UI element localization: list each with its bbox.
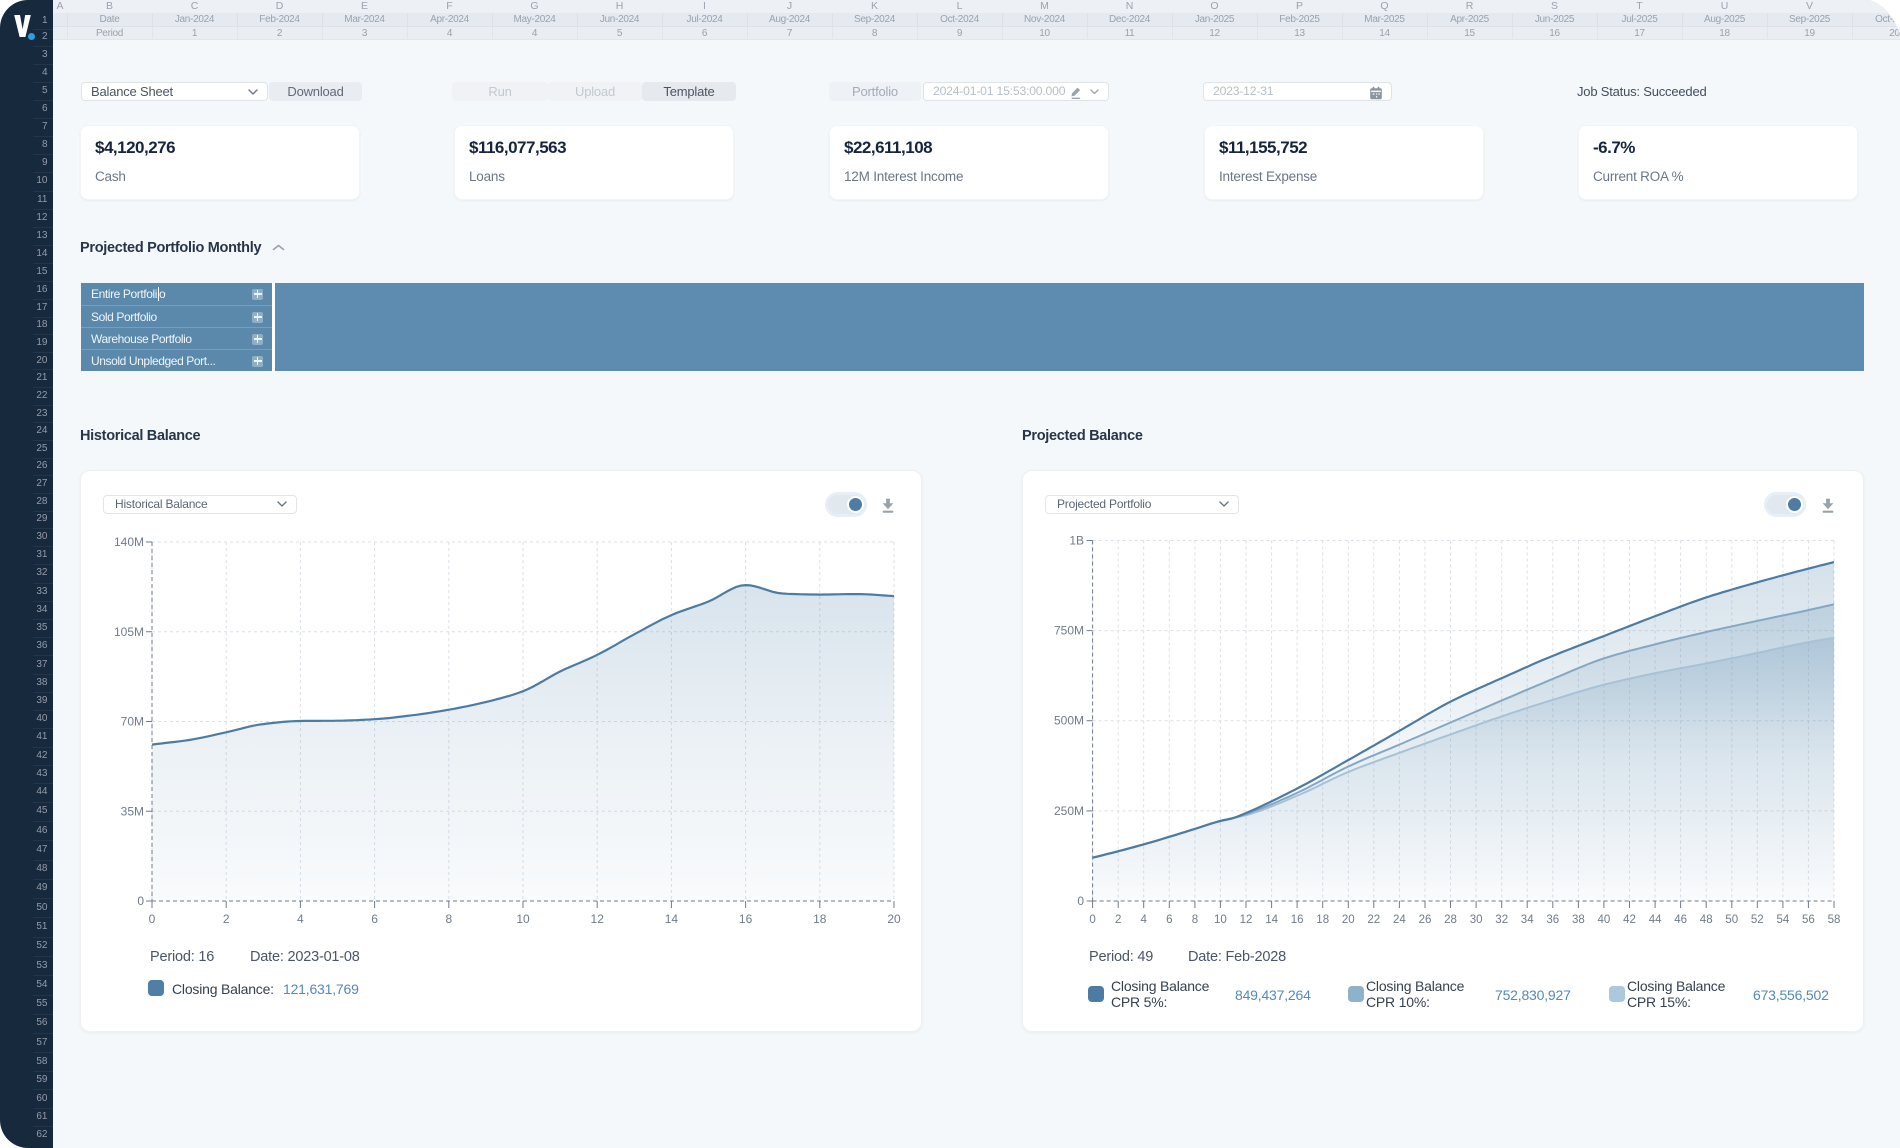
svg-text:30: 30 bbox=[1470, 914, 1483, 926]
svg-text:36: 36 bbox=[1546, 914, 1559, 926]
svg-text:34: 34 bbox=[1521, 914, 1534, 926]
svg-text:46: 46 bbox=[1674, 914, 1687, 926]
svg-text:4: 4 bbox=[297, 912, 304, 926]
svg-text:10: 10 bbox=[516, 912, 530, 926]
svg-text:0: 0 bbox=[1089, 914, 1095, 926]
svg-text:8: 8 bbox=[445, 912, 452, 926]
svg-text:50: 50 bbox=[1725, 914, 1738, 926]
svg-text:6: 6 bbox=[371, 912, 378, 926]
svg-text:54: 54 bbox=[1777, 914, 1790, 926]
svg-text:6: 6 bbox=[1166, 914, 1172, 926]
svg-text:250M: 250M bbox=[1054, 804, 1084, 818]
svg-text:20: 20 bbox=[1342, 914, 1355, 926]
svg-text:35M: 35M bbox=[121, 804, 144, 818]
svg-text:750M: 750M bbox=[1054, 624, 1084, 638]
svg-text:18: 18 bbox=[813, 912, 827, 926]
svg-text:24: 24 bbox=[1393, 914, 1406, 926]
svg-text:2: 2 bbox=[1115, 914, 1121, 926]
svg-text:48: 48 bbox=[1700, 914, 1713, 926]
svg-text:12: 12 bbox=[1240, 914, 1253, 926]
svg-text:38: 38 bbox=[1572, 914, 1585, 926]
svg-text:44: 44 bbox=[1649, 914, 1662, 926]
svg-text:12: 12 bbox=[591, 912, 605, 926]
svg-text:140M: 140M bbox=[114, 535, 144, 549]
svg-text:10: 10 bbox=[1214, 914, 1227, 926]
svg-text:14: 14 bbox=[665, 912, 679, 926]
svg-text:8: 8 bbox=[1192, 914, 1198, 926]
svg-text:20: 20 bbox=[887, 912, 901, 926]
svg-text:40: 40 bbox=[1598, 914, 1611, 926]
svg-text:56: 56 bbox=[1802, 914, 1815, 926]
svg-text:58: 58 bbox=[1828, 914, 1841, 926]
svg-text:500M: 500M bbox=[1054, 714, 1084, 728]
svg-text:14: 14 bbox=[1265, 914, 1278, 926]
svg-text:18: 18 bbox=[1316, 914, 1329, 926]
svg-text:105M: 105M bbox=[114, 625, 144, 639]
svg-text:0: 0 bbox=[1077, 894, 1084, 908]
svg-text:42: 42 bbox=[1623, 914, 1636, 926]
svg-text:32: 32 bbox=[1495, 914, 1508, 926]
svg-text:0: 0 bbox=[149, 912, 156, 926]
svg-text:4: 4 bbox=[1140, 914, 1147, 926]
svg-text:22: 22 bbox=[1367, 914, 1380, 926]
svg-text:2: 2 bbox=[223, 912, 230, 926]
svg-text:70M: 70M bbox=[121, 715, 144, 729]
svg-text:28: 28 bbox=[1444, 914, 1457, 926]
svg-text:1B: 1B bbox=[1069, 534, 1084, 548]
svg-text:52: 52 bbox=[1751, 914, 1764, 926]
svg-text:26: 26 bbox=[1419, 914, 1432, 926]
svg-text:16: 16 bbox=[739, 912, 753, 926]
svg-text:16: 16 bbox=[1291, 914, 1304, 926]
svg-text:0: 0 bbox=[137, 894, 144, 908]
